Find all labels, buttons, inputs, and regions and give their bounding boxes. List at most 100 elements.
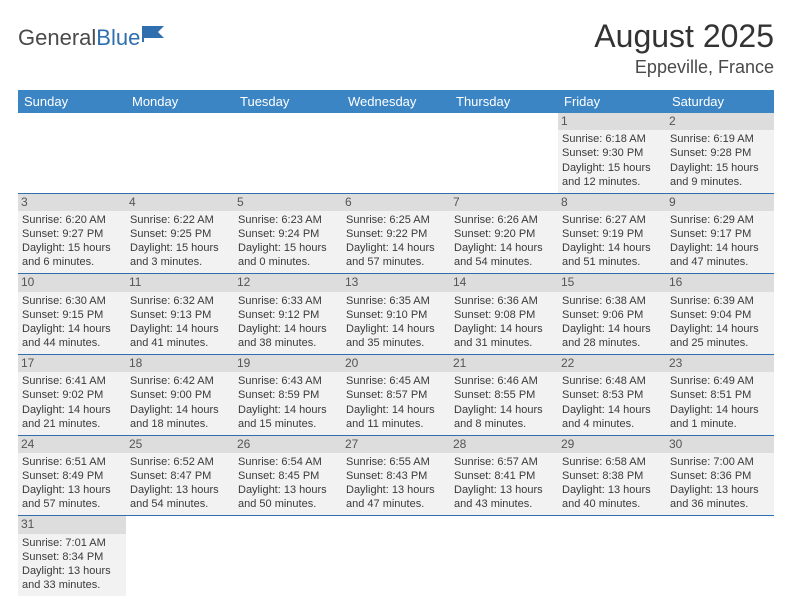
calendar-day-cell: 25 Sunrise: 6:52 AMSunset: 8:47 PMDayligh…: [126, 435, 234, 516]
day-info: Sunrise: 6:36 AMSunset: 9:08 PMDaylight:…: [454, 294, 554, 350]
brand-logo: GeneralBlue: [18, 18, 168, 52]
calendar-day-cell: 9 Sunrise: 6:29 AMSunset: 9:17 PMDaylight…: [666, 193, 774, 274]
day-info: Sunrise: 7:01 AMSunset: 8:34 PMDaylight:…: [22, 536, 122, 592]
day-info: Sunrise: 6:39 AMSunset: 9:04 PMDaylight:…: [670, 294, 770, 350]
day-info: Sunrise: 6:23 AMSunset: 9:24 PMDaylight:…: [238, 213, 338, 269]
day-number: 31: [18, 516, 126, 533]
day-number: 24: [18, 436, 126, 453]
day-number: 23: [666, 355, 774, 372]
calendar-day-cell: [234, 516, 342, 596]
calendar-day-cell: [342, 113, 450, 193]
calendar-day-cell: 30Sunrise: 7:00 AMSunset: 8:36 PMDayligh…: [666, 435, 774, 516]
day-info: Sunrise: 6:25 AMSunset: 9:22 PMDaylight:…: [346, 213, 446, 269]
calendar-table: Sunday Monday Tuesday Wednesday Thursday…: [18, 90, 774, 596]
flag-icon: [142, 24, 168, 42]
calendar-week-row: 31 Sunrise: 7:01 AMSunset: 8:34 PMDayligh…: [18, 516, 774, 596]
day-info: Sunrise: 6:35 AMSunset: 9:10 PMDaylight:…: [346, 294, 446, 350]
day-info: Sunrise: 6:38 AMSunset: 9:06 PMDaylight:…: [562, 294, 662, 350]
calendar-day-cell: 8Sunrise: 6:27 AMSunset: 9:19 PMDaylight…: [558, 193, 666, 274]
day-number: 3: [18, 194, 126, 211]
day-number: 12: [234, 274, 342, 291]
day-number: 29: [558, 436, 666, 453]
day-info: Sunrise: 6:30 AMSunset: 9:15 PMDaylight:…: [22, 294, 122, 350]
calendar-day-cell: 1 Sunrise: 6:18 AMSunset: 9:30 PMDaylight…: [558, 113, 666, 193]
day-number: 27: [342, 436, 450, 453]
day-info: Sunrise: 6:41 AMSunset: 9:02 PMDaylight:…: [22, 374, 122, 430]
brand-name-2: Blue: [96, 25, 140, 50]
calendar-week-row: 24 Sunrise: 6:51 AMSunset: 8:49 PMDayligh…: [18, 435, 774, 516]
day-info: Sunrise: 6:45 AMSunset: 8:57 PMDaylight:…: [346, 374, 446, 430]
day-info: Sunrise: 7:00 AMSunset: 8:36 PMDaylight:…: [670, 455, 770, 511]
day-number: 7: [450, 194, 558, 211]
location: Eppeville, France: [594, 57, 774, 78]
calendar-day-cell: 4 Sunrise: 6:22 AMSunset: 9:25 PMDaylight…: [126, 193, 234, 274]
day-info: Sunrise: 6:52 AMSunset: 8:47 PMDaylight:…: [130, 455, 230, 511]
day-info: Sunrise: 6:51 AMSunset: 8:49 PMDaylight:…: [22, 455, 122, 511]
weekday-header: Tuesday: [234, 90, 342, 113]
day-info: Sunrise: 6:29 AMSunset: 9:17 PMDaylight:…: [670, 213, 770, 269]
calendar-day-cell: 27 Sunrise: 6:55 AMSunset: 8:43 PMDayligh…: [342, 435, 450, 516]
day-number: 21: [450, 355, 558, 372]
weekday-header: Monday: [126, 90, 234, 113]
day-info: Sunrise: 6:43 AMSunset: 8:59 PMDaylight:…: [238, 374, 338, 430]
weekday-header: Friday: [558, 90, 666, 113]
calendar-day-cell: 10 Sunrise: 6:30 AMSunset: 9:15 PMDayligh…: [18, 274, 126, 355]
calendar-day-cell: [666, 516, 774, 596]
day-info: Sunrise: 6:32 AMSunset: 9:13 PMDaylight:…: [130, 294, 230, 350]
calendar-day-cell: 17 Sunrise: 6:41 AMSunset: 9:02 PMDayligh…: [18, 355, 126, 436]
day-info: Sunrise: 6:19 AMSunset: 9:28 PMDaylight:…: [670, 132, 770, 188]
day-info: Sunrise: 6:46 AMSunset: 8:55 PMDaylight:…: [454, 374, 554, 430]
calendar-day-cell: 26 Sunrise: 6:54 AMSunset: 8:45 PMDayligh…: [234, 435, 342, 516]
calendar-day-cell: [126, 516, 234, 596]
day-number: 20: [342, 355, 450, 372]
calendar-day-cell: 23Sunrise: 6:49 AMSunset: 8:51 PMDayligh…: [666, 355, 774, 436]
calendar-day-cell: 2 Sunrise: 6:19 AMSunset: 9:28 PMDaylight…: [666, 113, 774, 193]
day-number: 26: [234, 436, 342, 453]
day-number: 2: [666, 113, 774, 130]
header: GeneralBlue August 2025 Eppeville, Franc…: [18, 18, 774, 78]
calendar-day-cell: 16Sunrise: 6:39 AMSunset: 9:04 PMDayligh…: [666, 274, 774, 355]
calendar-day-cell: [558, 516, 666, 596]
day-number: 9: [666, 194, 774, 211]
weekday-header: Sunday: [18, 90, 126, 113]
calendar-day-cell: 13Sunrise: 6:35 AMSunset: 9:10 PMDayligh…: [342, 274, 450, 355]
day-number: 4: [126, 194, 234, 211]
calendar-week-row: 17 Sunrise: 6:41 AMSunset: 9:02 PMDayligh…: [18, 355, 774, 436]
day-number: 28: [450, 436, 558, 453]
calendar-day-cell: [342, 516, 450, 596]
calendar-day-cell: 28Sunrise: 6:57 AMSunset: 8:41 PMDayligh…: [450, 435, 558, 516]
calendar-day-cell: 6 Sunrise: 6:25 AMSunset: 9:22 PMDaylight…: [342, 193, 450, 274]
calendar-week-row: 10 Sunrise: 6:30 AMSunset: 9:15 PMDayligh…: [18, 274, 774, 355]
day-info: Sunrise: 6:18 AMSunset: 9:30 PMDaylight:…: [562, 132, 662, 188]
calendar-day-cell: [450, 516, 558, 596]
day-number: 15: [558, 274, 666, 291]
day-number: 6: [342, 194, 450, 211]
day-info: Sunrise: 6:54 AMSunset: 8:45 PMDaylight:…: [238, 455, 338, 511]
calendar-day-cell: 5 Sunrise: 6:23 AMSunset: 9:24 PMDaylight…: [234, 193, 342, 274]
calendar-day-cell: 14Sunrise: 6:36 AMSunset: 9:08 PMDayligh…: [450, 274, 558, 355]
weekday-header: Wednesday: [342, 90, 450, 113]
calendar-day-cell: 31 Sunrise: 7:01 AMSunset: 8:34 PMDayligh…: [18, 516, 126, 596]
calendar-day-cell: [18, 113, 126, 193]
day-info: Sunrise: 6:22 AMSunset: 9:25 PMDaylight:…: [130, 213, 230, 269]
day-number: 11: [126, 274, 234, 291]
calendar-day-cell: 20 Sunrise: 6:45 AMSunset: 8:57 PMDayligh…: [342, 355, 450, 436]
calendar-week-row: 1 Sunrise: 6:18 AMSunset: 9:30 PMDaylight…: [18, 113, 774, 193]
day-info: Sunrise: 6:26 AMSunset: 9:20 PMDaylight:…: [454, 213, 554, 269]
calendar-day-cell: 3 Sunrise: 6:20 AMSunset: 9:27 PMDaylight…: [18, 193, 126, 274]
day-number: 10: [18, 274, 126, 291]
day-number: 22: [558, 355, 666, 372]
calendar-day-cell: 18Sunrise: 6:42 AMSunset: 9:00 PMDayligh…: [126, 355, 234, 436]
day-number: 25: [126, 436, 234, 453]
weekday-header-row: Sunday Monday Tuesday Wednesday Thursday…: [18, 90, 774, 113]
day-number: 17: [18, 355, 126, 372]
day-info: Sunrise: 6:20 AMSunset: 9:27 PMDaylight:…: [22, 213, 122, 269]
month-title: August 2025: [594, 18, 774, 55]
calendar-day-cell: [450, 113, 558, 193]
day-number: 5: [234, 194, 342, 211]
day-number: 18: [126, 355, 234, 372]
day-number: 1: [558, 113, 666, 130]
calendar-day-cell: 7 Sunrise: 6:26 AMSunset: 9:20 PMDaylight…: [450, 193, 558, 274]
day-info: Sunrise: 6:55 AMSunset: 8:43 PMDaylight:…: [346, 455, 446, 511]
calendar-day-cell: 19Sunrise: 6:43 AMSunset: 8:59 PMDayligh…: [234, 355, 342, 436]
